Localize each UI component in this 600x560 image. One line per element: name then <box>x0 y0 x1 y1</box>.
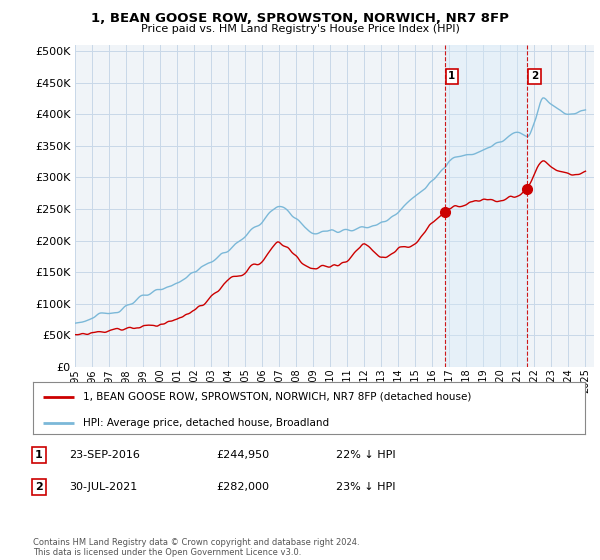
Text: 1, BEAN GOOSE ROW, SPROWSTON, NORWICH, NR7 8FP: 1, BEAN GOOSE ROW, SPROWSTON, NORWICH, N… <box>91 12 509 25</box>
Text: 23% ↓ HPI: 23% ↓ HPI <box>336 482 395 492</box>
Bar <box>445 45 527 367</box>
Text: 2: 2 <box>35 482 43 492</box>
Text: Contains HM Land Registry data © Crown copyright and database right 2024.
This d: Contains HM Land Registry data © Crown c… <box>33 538 359 557</box>
Text: HPI: Average price, detached house, Broadland: HPI: Average price, detached house, Broa… <box>83 418 329 428</box>
Text: 30-JUL-2021: 30-JUL-2021 <box>69 482 137 492</box>
Text: 23-SEP-2016: 23-SEP-2016 <box>69 450 140 460</box>
Text: 22% ↓ HPI: 22% ↓ HPI <box>336 450 395 460</box>
Text: Price paid vs. HM Land Registry's House Price Index (HPI): Price paid vs. HM Land Registry's House … <box>140 24 460 34</box>
Text: £282,000: £282,000 <box>216 482 269 492</box>
Text: £244,950: £244,950 <box>216 450 269 460</box>
Text: 1: 1 <box>448 71 455 81</box>
Text: 2: 2 <box>530 71 538 81</box>
Text: 1: 1 <box>35 450 43 460</box>
Text: 1, BEAN GOOSE ROW, SPROWSTON, NORWICH, NR7 8FP (detached house): 1, BEAN GOOSE ROW, SPROWSTON, NORWICH, N… <box>83 392 471 402</box>
